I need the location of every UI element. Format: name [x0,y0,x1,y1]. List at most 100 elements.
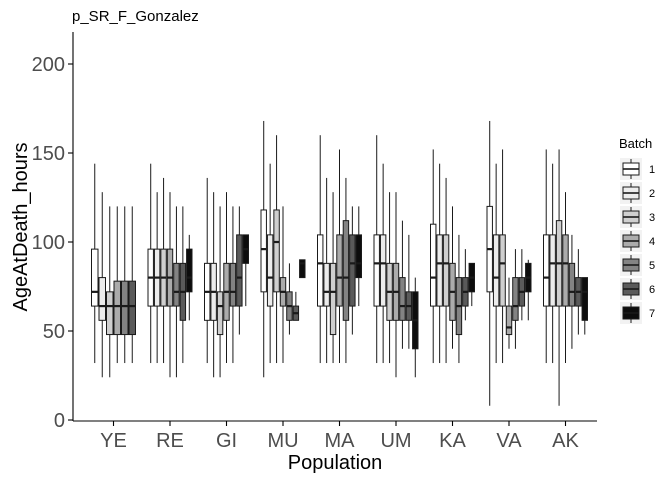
legend-key-7 [620,302,642,324]
box-AK-batch-4 [562,192,569,364]
box-AK-batch-6 [575,249,582,335]
box-body [229,262,237,307]
box-MA-batch-4 [336,149,343,364]
legend-title: Batch [619,136,652,151]
x-tick-label: MA [325,430,356,452]
y-tick-label: 150 [32,143,65,165]
box-KA-batch-3 [442,177,450,364]
box-KA-batch-6 [462,249,469,321]
box-body [299,259,306,279]
x-tick-label: GI [216,430,237,452]
y-axis-ticks: 0 50 100 150 200 [32,54,73,432]
box-KA-batch-4 [449,206,456,349]
box-GI-batch-3 [216,206,224,378]
legend-label: 3 [649,212,655,224]
legend-key-1 [620,158,642,180]
box-MU-batch-5 [286,263,293,335]
box-body [91,248,99,307]
box-AK-batch-3 [555,149,563,406]
box-YE-batch-1 [91,163,99,364]
box-KA-batch-7 [468,262,476,307]
x-tick-label: AK [552,430,579,452]
box-AK-batch-7 [581,277,588,335]
x-tick-label: RE [156,430,184,452]
legend-label: 2 [649,188,655,200]
legend-key-2 [620,182,642,204]
box-body [106,291,114,336]
legend-label: 1 [649,164,655,176]
box-VA-batch-6 [518,249,526,321]
boxes [91,120,588,406]
box-MU-batch-1 [260,120,267,378]
box-MA-batch-3 [329,192,337,364]
box-UM-batch-2 [379,163,387,364]
box-GI-batch-4 [223,192,230,364]
box-AK-batch-5 [568,234,576,349]
box-YE-batch-4 [113,206,121,364]
chart-title: p_SR_F_Gonzalez [72,8,199,25]
legend-label: 7 [649,308,655,320]
box-MA-batch-7 [355,206,363,307]
box-MA-batch-5 [342,177,350,364]
box-RE-batch-6 [179,206,187,364]
y-tick-label: 100 [32,232,65,254]
box-MU-batch-4 [279,206,287,364]
x-tick-label: MU [267,430,298,452]
box-RE-batch-7 [186,234,193,321]
box-body [260,209,267,293]
box-body [266,234,274,307]
x-tick-label: VA [496,430,522,452]
box-VA-batch-3 [499,149,506,364]
box-VA-batch-2 [492,163,500,364]
legend-key-4 [620,230,642,252]
box-UM-batch-5 [399,220,406,349]
box-YE-batch-2 [98,192,106,378]
box-body [128,280,136,336]
legend-key-6 [620,278,642,300]
box-GI-batch-5 [229,206,237,364]
box-MA-batch-2 [323,177,330,364]
box-body [549,234,556,307]
box-body [317,234,324,307]
box-body [499,234,506,307]
box-body [273,209,280,293]
box-VA-batch-1 [486,120,493,406]
box-AK-batch-2 [549,163,556,364]
box-body [355,234,363,279]
box-body [113,280,121,336]
box-GI-batch-6 [236,206,243,335]
box-VA-batch-5 [512,249,519,349]
box-body [581,277,588,321]
box-UM-batch-3 [386,192,393,364]
box-YE-batch-5 [121,206,129,364]
box-MU-batch-2 [266,163,274,364]
box-body [186,248,193,293]
box-RE-batch-1 [147,163,154,364]
box-body [442,234,450,307]
box-KA-batch-5 [455,234,463,364]
x-axis-ticks: YE RE GI MU MA UM KA VA AK [100,421,579,452]
box-UM-batch-7 [412,277,419,378]
box-body [512,277,519,321]
box-MU-batch-3 [273,135,280,364]
box-MU-batch-6 [292,291,300,321]
box-RE-batch-4 [166,192,174,378]
box-body [562,234,569,307]
y-tick-label: 200 [32,54,65,76]
box-body [336,234,343,307]
box-RE-batch-2 [153,192,161,364]
box-GI-batch-7 [242,234,249,307]
box-GI-batch-1 [204,177,211,364]
box-UM-batch-6 [405,234,413,349]
box-body [173,262,180,307]
box-body [329,262,337,336]
box-body [543,234,550,307]
box-body [373,234,380,307]
box-body [399,277,406,321]
x-tick-label: YE [100,430,127,452]
box-body [492,234,500,307]
box-body [216,291,224,336]
box-AK-batch-1 [543,149,550,364]
box-body [436,234,443,307]
